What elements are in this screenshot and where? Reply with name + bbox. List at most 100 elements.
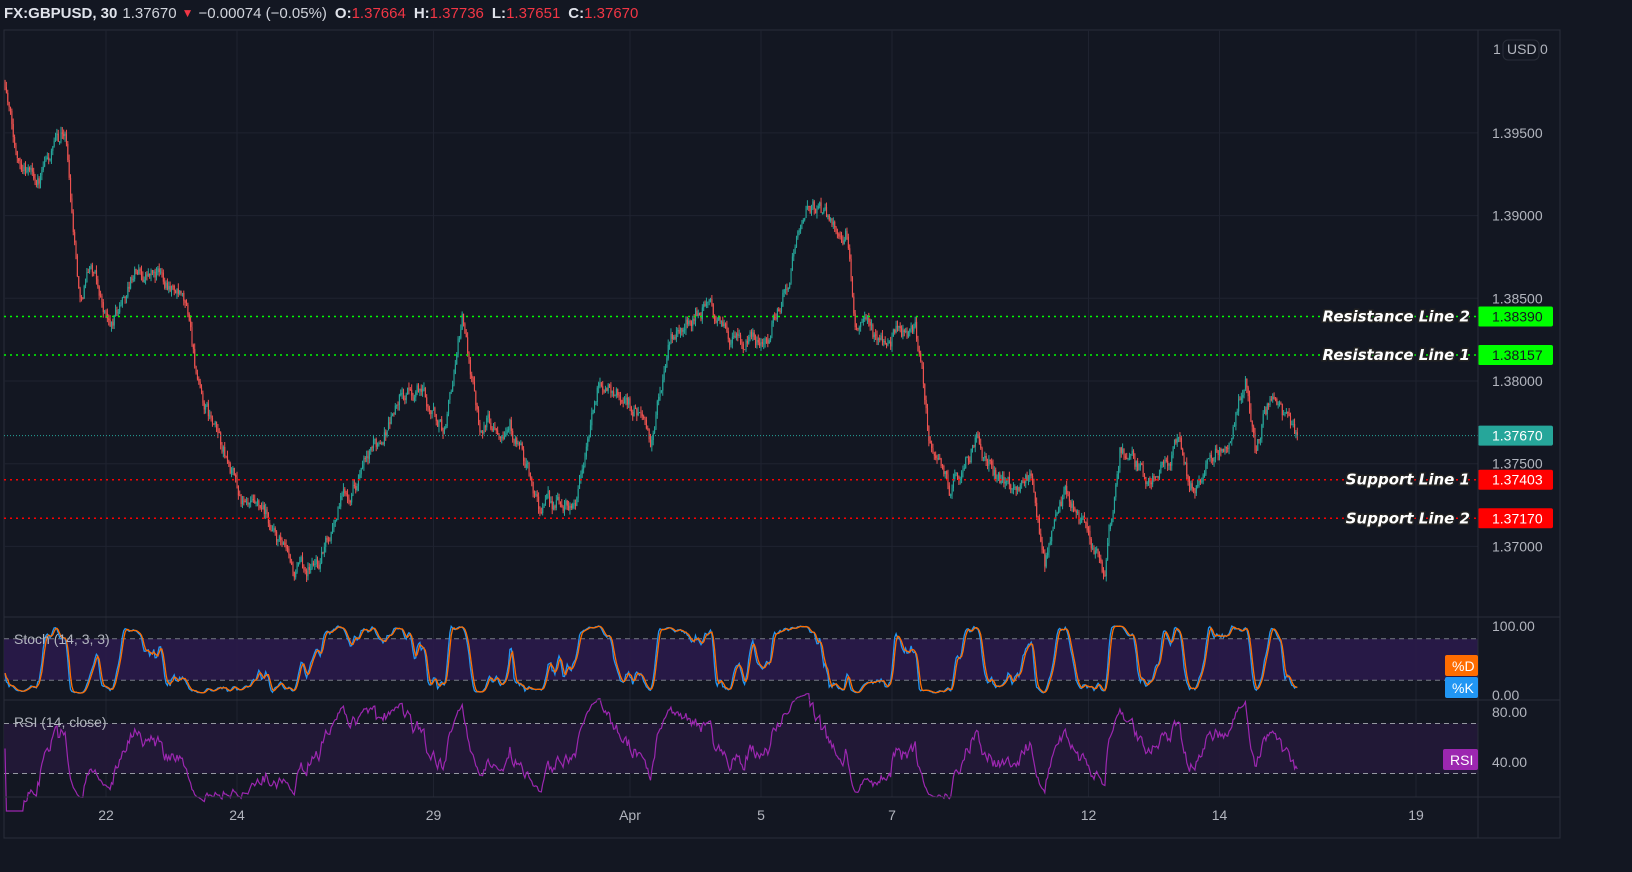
candle-body [581, 469, 583, 474]
candle [520, 440, 522, 446]
candle [1205, 460, 1207, 477]
candle-body [997, 473, 1000, 479]
candle-body [652, 433, 654, 441]
candle-body [685, 319, 687, 330]
candle-body [35, 180, 38, 186]
candle-body [110, 321, 113, 327]
candle [524, 457, 526, 468]
candle [75, 240, 77, 260]
candle [1283, 410, 1285, 416]
candle [1284, 411, 1286, 417]
candle [457, 336, 459, 358]
candle-body [831, 218, 833, 225]
candle [12, 118, 14, 143]
currency-label[interactable]: USD [1507, 41, 1537, 57]
candle-body [254, 500, 256, 504]
candle-body [1253, 426, 1255, 433]
candle [574, 499, 577, 510]
candle-body [355, 486, 357, 491]
candle [1158, 469, 1161, 481]
candle-body [205, 405, 207, 410]
candle [362, 460, 364, 470]
time-axis[interactable]: 22 24 29 Apr 5 7 12 14 19 [98, 807, 1424, 823]
candle-body [789, 283, 791, 288]
candle [946, 470, 948, 480]
candle [231, 467, 233, 478]
rsi-title[interactable]: RSI (14, close) [14, 714, 107, 730]
candle [786, 283, 788, 296]
candle-body [615, 389, 617, 396]
symbol-label[interactable]: FX:GBPUSD, 30 [4, 4, 118, 22]
candle [413, 394, 415, 403]
candle-body [1161, 461, 1163, 465]
candle [1288, 408, 1290, 417]
price-axis[interactable]: 1.395001.390001.385001.380001.375001.370… [1492, 125, 1543, 555]
candle-body [413, 397, 415, 401]
candle [269, 519, 271, 531]
candle [1227, 445, 1229, 453]
candle [1243, 389, 1245, 399]
candle-body [217, 428, 219, 433]
candle-body [780, 306, 783, 312]
candle-body [846, 231, 848, 237]
candle-body [232, 467, 234, 471]
candle-body [931, 443, 933, 449]
candle-body [37, 178, 39, 186]
candle [776, 307, 778, 323]
stoch-title[interactable]: Stoch (14, 3, 3) [14, 631, 110, 647]
candle [592, 409, 594, 415]
candle [1032, 473, 1034, 486]
candle-body [962, 468, 964, 473]
candle-body [349, 500, 351, 503]
candle-body [132, 279, 134, 281]
candle-body [398, 395, 400, 406]
candle-body [493, 427, 495, 431]
candle [76, 253, 78, 278]
stoch-tick-100: 100.00 [1492, 618, 1535, 634]
candle-body [914, 321, 916, 327]
candle-body [402, 392, 405, 399]
candle [1169, 461, 1171, 471]
candle [1139, 460, 1141, 471]
candle [963, 463, 965, 471]
candle-body [1243, 389, 1245, 396]
candle [1246, 378, 1248, 394]
candle [179, 290, 181, 296]
candle-body [1119, 447, 1121, 468]
candle-body [654, 429, 656, 434]
candle-body [127, 286, 129, 297]
candle-body [1287, 411, 1289, 414]
candle-body [902, 330, 904, 337]
candle [1085, 521, 1087, 529]
currency-box[interactable] [1502, 39, 1540, 61]
candle-body [955, 472, 957, 475]
candle [931, 440, 933, 453]
candle-body [969, 460, 971, 462]
candle [9, 106, 12, 115]
candle [15, 142, 17, 156]
candle-body [503, 435, 506, 440]
candle [427, 404, 429, 412]
candle-body [201, 387, 203, 394]
candle-body [644, 418, 646, 420]
candle [374, 438, 376, 445]
candle-body [423, 388, 425, 389]
candle-body [835, 227, 837, 233]
candle [875, 329, 877, 341]
candle [1280, 401, 1282, 405]
candle [136, 269, 138, 276]
candle-body [145, 274, 147, 280]
candle-body [959, 478, 961, 481]
candle-body [546, 494, 548, 500]
candle [860, 321, 862, 332]
candle [1254, 427, 1256, 454]
candle [720, 320, 723, 327]
candle-body [397, 404, 399, 406]
candle-body [1212, 457, 1214, 462]
candle [247, 497, 249, 507]
candle-body [841, 236, 843, 241]
candle [868, 312, 870, 327]
candle [742, 341, 744, 354]
